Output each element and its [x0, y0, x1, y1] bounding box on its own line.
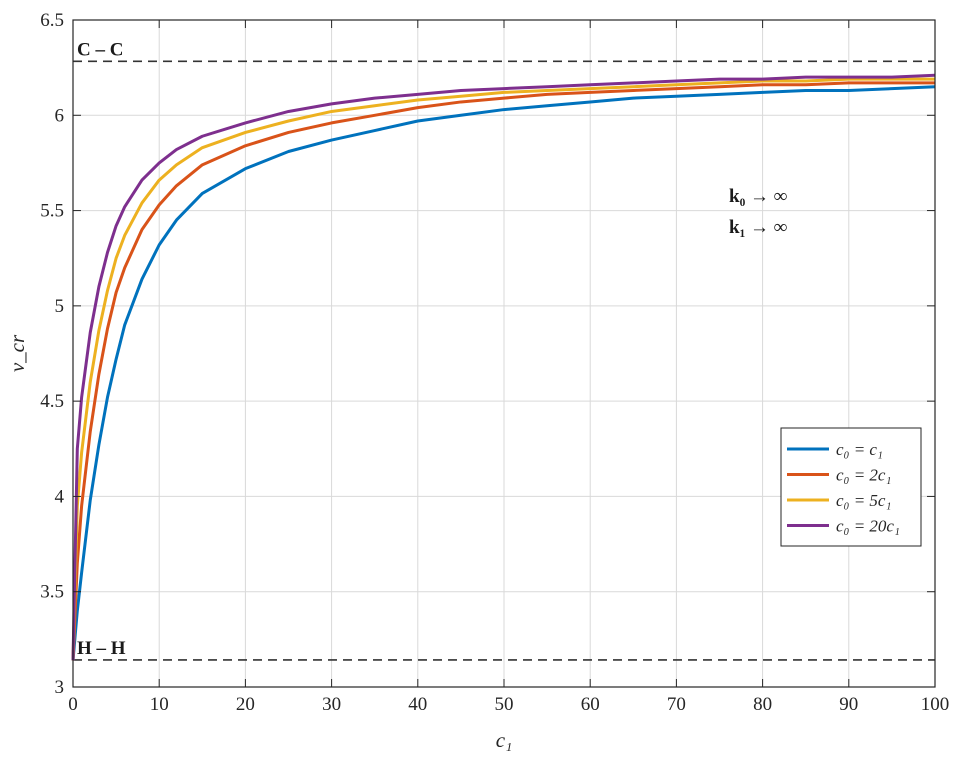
x-tick-label: 70 [667, 694, 686, 715]
y-tick-label: 5 [55, 296, 65, 317]
x-tick-label: 0 [68, 694, 78, 715]
reference-label-cc: C – C [77, 39, 123, 60]
x-tick-label: 20 [236, 694, 255, 715]
y-tick-label: 6 [55, 105, 65, 126]
series-line-1 [71, 85, 936, 661]
legend-label-series-1: c₀ = c₁ [836, 440, 883, 459]
y-axis-label: v_cr [5, 334, 29, 372]
y-tick-label: 6.5 [40, 10, 64, 31]
x-tick-label: 40 [408, 694, 427, 715]
y-tick-label: 5.5 [40, 201, 64, 222]
reference-label-hh: H – H [77, 638, 126, 659]
x-tick-label: 90 [839, 694, 858, 715]
x-tick-label: 10 [150, 694, 169, 715]
annotation-k1: k₁ → ∞ [729, 217, 787, 238]
y-tick-label: 4.5 [40, 391, 64, 412]
x-tick-label: 100 [921, 694, 950, 715]
y-tick-label: 3 [55, 677, 65, 698]
x-axis-label: c₁ [496, 728, 513, 752]
x-tick-label: 80 [753, 694, 772, 715]
axis-ticks [72, 19, 936, 688]
series-line-2 [71, 81, 935, 661]
legend-label-series-2: c₀ = 2c₁ [836, 466, 891, 485]
reference-lines [73, 60, 935, 661]
x-tick-label: 30 [322, 694, 341, 715]
legend-label-series-4: c₀ = 20c₁ [836, 517, 900, 536]
legend-label-series-3: c₀ = 5c₁ [836, 491, 891, 510]
series-line-3 [71, 77, 935, 661]
x-tick-label: 60 [581, 694, 600, 715]
tick-labels: 0 10 20 30 40 50 60 70 80 90 100 3 3.5 4 4.5 5 5.5 6 6.5 [40, 10, 949, 715]
annotation-k0: k₀ → ∞ [729, 186, 787, 207]
y-tick-label: 3.5 [40, 582, 64, 603]
legend: c₀ = c₁ c₀ = 2c₁ c₀ = 5c₁ c₀ = 20c₁ [780, 427, 922, 547]
series-line-4 [71, 73, 936, 661]
series-lines [71, 73, 936, 661]
y-tick-label: 4 [55, 486, 65, 507]
x-tick-label: 50 [495, 694, 514, 715]
